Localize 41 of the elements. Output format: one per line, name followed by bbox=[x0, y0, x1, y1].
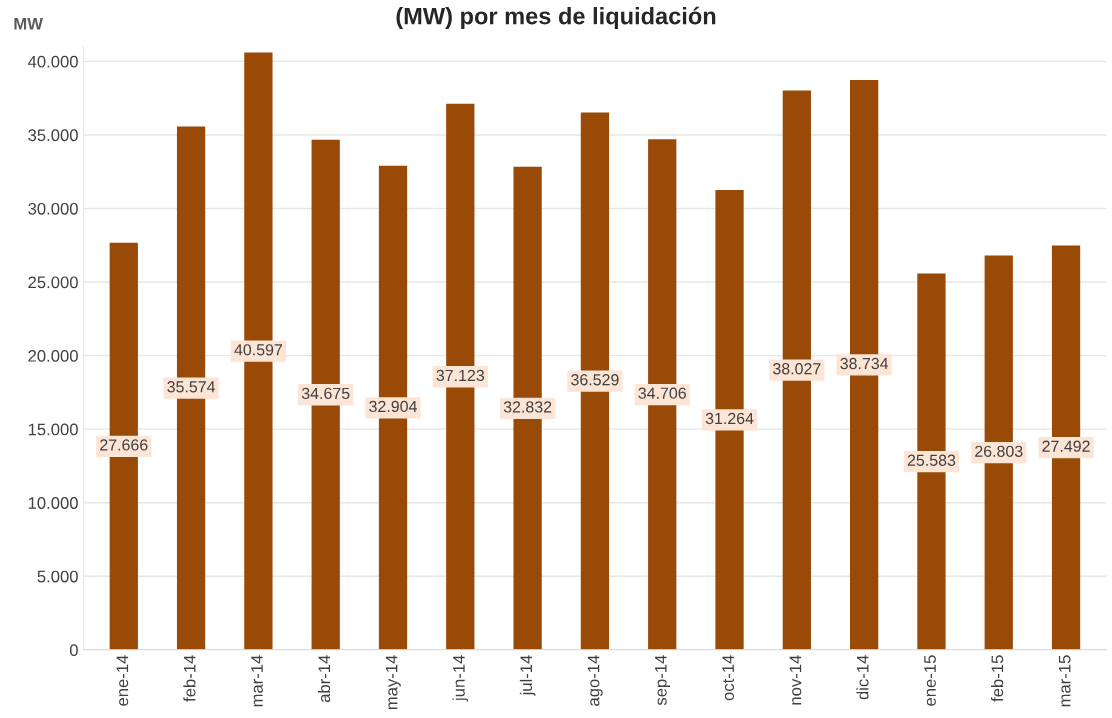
data-label: 37.123 bbox=[436, 369, 485, 382]
x-tick-label: feb-14 bbox=[183, 655, 196, 702]
y-tick-label: 35.000 bbox=[28, 129, 78, 142]
x-tick-label: nov-14 bbox=[789, 655, 802, 705]
x-tick-label: may-14 bbox=[385, 655, 401, 710]
data-label: 34.675 bbox=[301, 387, 350, 400]
data-label: 40.597 bbox=[234, 344, 283, 356]
x-tick-label: sep-14 bbox=[655, 655, 670, 706]
y-tick-label: 10.000 bbox=[28, 497, 78, 509]
x-tick-label: jul-14 bbox=[519, 655, 536, 696]
x-tick-label: jun-14 bbox=[452, 655, 469, 702]
data-label: 26.803 bbox=[975, 445, 1023, 457]
data-label: 25.583 bbox=[907, 454, 956, 466]
x-tick-label: mar-15 bbox=[1058, 655, 1071, 707]
data-label: 34.706 bbox=[638, 387, 686, 399]
chart-title: (MW) por mes de liquidación bbox=[396, 6, 716, 30]
y-tick-label: 15.000 bbox=[28, 423, 78, 436]
data-label: 38.027 bbox=[773, 363, 821, 375]
x-tick-label: ago-14 bbox=[587, 655, 603, 706]
x-tick-label: mar-14 bbox=[251, 655, 263, 707]
y-tick-label: 40.000 bbox=[27, 55, 78, 68]
data-label: 35.574 bbox=[167, 381, 216, 393]
y-tick-label: 25.000 bbox=[28, 276, 78, 289]
y-tick-label: 0 bbox=[69, 644, 78, 656]
y-axis-title: MW bbox=[14, 17, 43, 30]
x-tick-label: oct-14 bbox=[722, 655, 734, 701]
data-label: 27.666 bbox=[100, 439, 148, 451]
y-tick-label: 5.000 bbox=[37, 570, 78, 583]
data-label: 32.904 bbox=[369, 400, 417, 413]
data-label: 36.529 bbox=[571, 374, 619, 386]
data-label: 32.832 bbox=[503, 401, 552, 413]
x-tick-label: feb-15 bbox=[990, 655, 1004, 702]
data-label: 38.734 bbox=[840, 357, 889, 370]
x-tick-label: abr-14 bbox=[317, 655, 331, 703]
x-tick-label: ene-15 bbox=[924, 655, 936, 706]
data-label: 31.264 bbox=[705, 412, 754, 425]
y-tick-label: 30.000 bbox=[28, 202, 78, 215]
data-label: 27.492 bbox=[1042, 440, 1090, 452]
x-tick-label: ene-14 bbox=[116, 655, 129, 706]
y-tick-label: 20.000 bbox=[28, 349, 78, 362]
x-tick-label: dic-14 bbox=[856, 655, 869, 700]
